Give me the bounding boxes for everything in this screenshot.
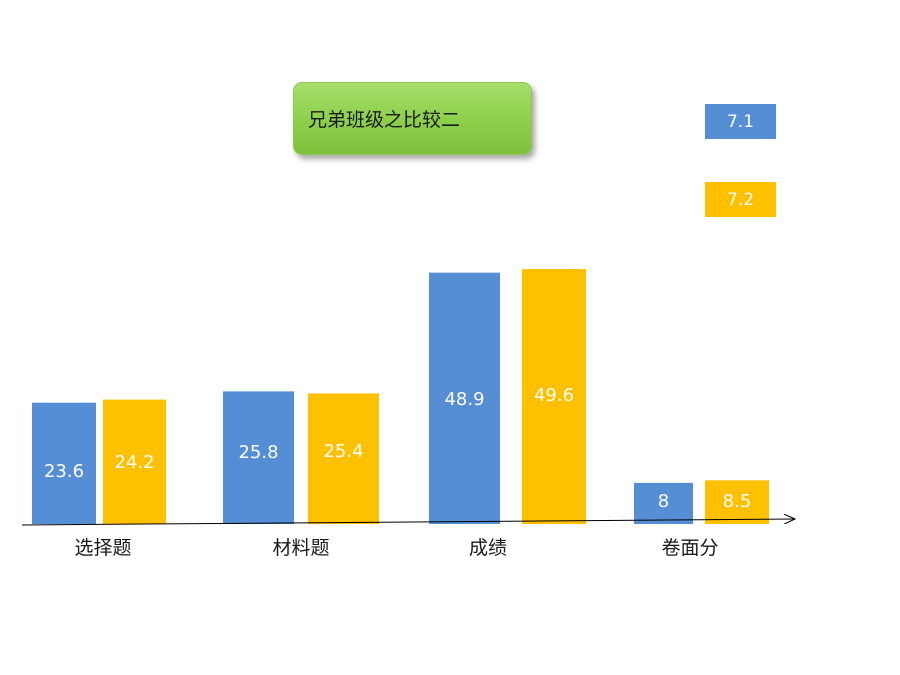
x-axis (21, 519, 795, 526)
bar-series1-2 (223, 391, 294, 524)
category-label-4: 卷面分 (661, 537, 718, 559)
category-label-2: 材料题 (272, 537, 329, 559)
category-label-3: 成绩 (469, 537, 507, 559)
data-label-series1-4: 8 (658, 491, 669, 512)
data-label-series2-1: 24.2 (114, 452, 154, 473)
data-label-series1-1: 23.6 (44, 461, 84, 482)
bar-series1-1 (32, 402, 96, 524)
data-label-series2-4: 8.5 (723, 491, 752, 512)
category-label-1: 选择题 (74, 537, 131, 559)
data-label-series2-2: 25.4 (323, 441, 363, 462)
legend-item-series-1: 7.1 (705, 104, 776, 139)
bar-series2-3 (522, 269, 586, 524)
data-label-series2-3: 49.6 (534, 385, 574, 406)
bar-series2-4 (705, 480, 769, 524)
data-label-series1-2: 25.8 (238, 442, 278, 463)
legend-item-series-2: 7.2 (705, 182, 776, 217)
bar-series2-1 (103, 399, 166, 524)
bar-series2-2 (308, 393, 379, 524)
data-label-series1-3: 48.9 (444, 389, 484, 410)
chart-title: 兄弟班级之比较二 (293, 82, 532, 155)
bar-series1-3 (429, 272, 500, 524)
bar-series1-4 (634, 482, 693, 524)
